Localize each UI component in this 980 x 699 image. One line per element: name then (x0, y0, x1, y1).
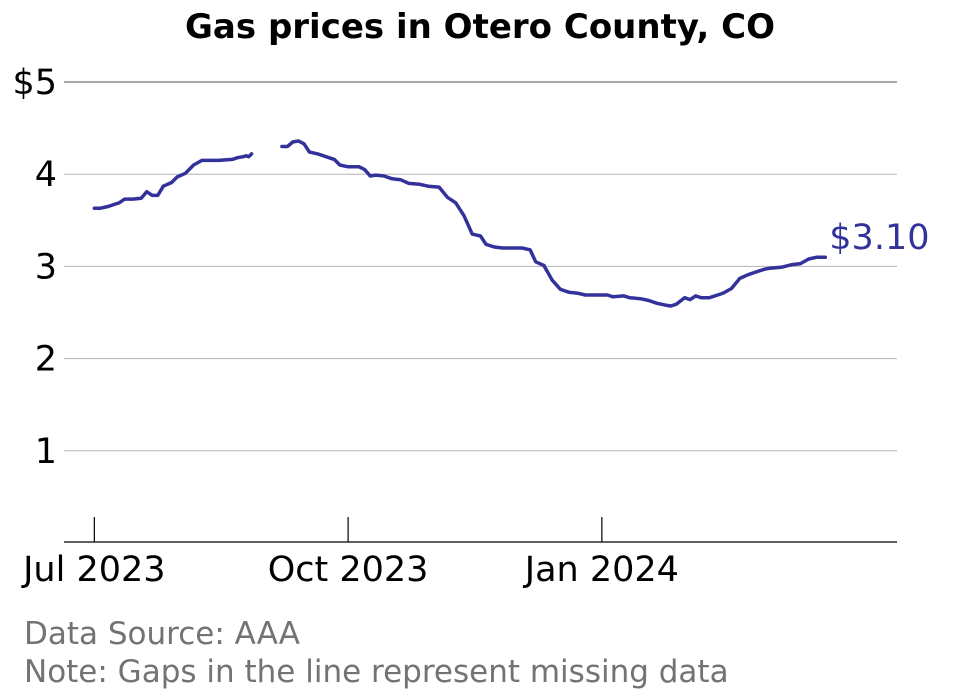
price-series (92, 139, 828, 308)
y-tick-label: 3 (35, 247, 57, 287)
x-tick-label: Jan 2024 (523, 550, 679, 590)
missing-data-note: Note: Gaps in the line represent missing… (24, 654, 729, 690)
y-tick-label: 2 (35, 340, 57, 380)
price-line-segment-2 (280, 139, 828, 308)
y-gridlines (64, 81, 897, 452)
chart-title: Gas prices in Otero County, CO (185, 7, 775, 47)
y-axis-ticks: $5 4 3 2 1 (12, 63, 57, 472)
data-source-note: Data Source: AAA (24, 616, 300, 652)
x-axis-ticks: Jul 2023 Oct 2023 Jan 2024 (21, 517, 679, 590)
x-tick-label: Oct 2023 (268, 550, 429, 590)
price-line-segment-1 (92, 152, 254, 211)
end-value-label: $3.10 (829, 218, 929, 258)
y-tick-label: 4 (35, 155, 57, 195)
x-tick-label: Jul 2023 (21, 550, 165, 590)
y-tick-label: $5 (12, 63, 57, 103)
y-tick-label: 1 (35, 432, 57, 472)
